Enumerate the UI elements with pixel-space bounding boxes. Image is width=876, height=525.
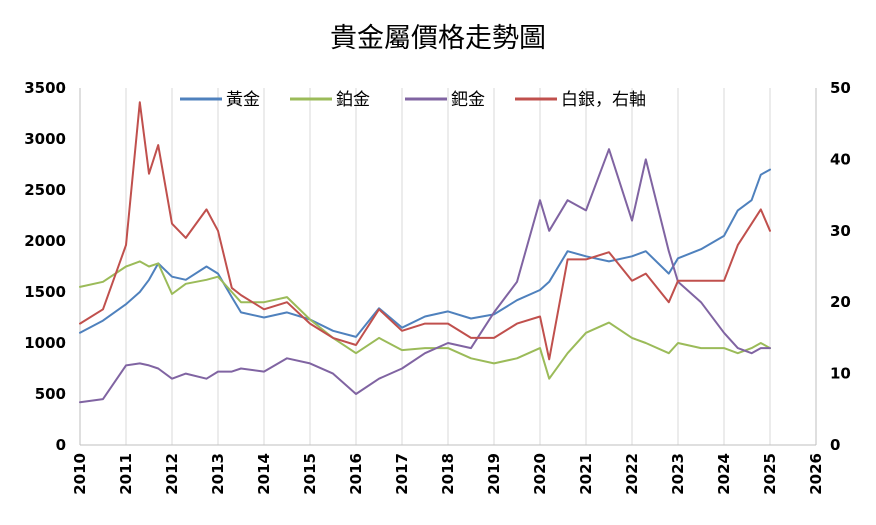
y-right-tick-label: 30 <box>830 222 851 240</box>
y-left-tick-label: 1000 <box>24 334 66 352</box>
x-tick-label: 2019 <box>485 453 503 495</box>
y-left-tick-label: 0 <box>56 436 66 454</box>
x-tick-label: 2018 <box>439 453 457 495</box>
x-tick-label: 2011 <box>117 453 135 495</box>
x-tick-label: 2016 <box>347 453 365 495</box>
x-tick-label: 2017 <box>393 453 411 495</box>
y-right-tick-label: 50 <box>830 79 851 97</box>
x-tick-label: 2013 <box>209 453 227 495</box>
x-tick-label: 2022 <box>623 453 641 495</box>
x-tick-label: 2026 <box>807 453 825 495</box>
axes: 2010 2011 2012 2013 2014 2015 2016 2017 2018 2019… <box>24 79 851 495</box>
series-lines <box>79 101 771 404</box>
series-line-0 <box>79 168 771 338</box>
legend-label: 黃金 <box>226 90 260 110</box>
series-line-2 <box>79 148 771 404</box>
series-line-3 <box>79 101 771 361</box>
y-left-tick-label: 3500 <box>24 79 66 97</box>
y-left-tick-label: 3000 <box>24 130 66 148</box>
y-right-tick-label: 0 <box>830 436 840 454</box>
y-right-tick-label: 40 <box>830 150 851 168</box>
y-left-tick-label: 2500 <box>24 181 66 199</box>
x-tick-label: 2023 <box>669 453 687 495</box>
y-left-tick-label: 500 <box>35 385 66 403</box>
legend: 黃金 鉑金 鈀金 白銀，右軸 <box>180 90 646 110</box>
x-tick-label: 2010 <box>71 453 89 495</box>
grid <box>79 88 817 445</box>
y-left-tick-label: 2000 <box>24 232 66 250</box>
chart-title: 貴金屬價格走勢圖 <box>330 23 546 54</box>
x-tick-label: 2021 <box>577 453 595 495</box>
legend-label: 鉑金 <box>336 90 370 110</box>
x-tick-label: 2024 <box>715 453 733 495</box>
x-tick-label: 2015 <box>301 453 319 495</box>
x-tick-label: 2025 <box>761 453 779 495</box>
legend-label: 鈀金 <box>451 90 485 110</box>
x-tick-label: 2020 <box>531 453 549 495</box>
y-left-tick-label: 1500 <box>24 283 66 301</box>
series-line-1 <box>79 260 771 380</box>
x-tick-label: 2014 <box>255 453 273 495</box>
y-right-tick-label: 20 <box>830 293 851 311</box>
y-right-tick-label: 10 <box>830 365 851 383</box>
legend-label: 白銀，右軸 <box>561 90 646 110</box>
x-tick-label: 2012 <box>163 453 181 495</box>
